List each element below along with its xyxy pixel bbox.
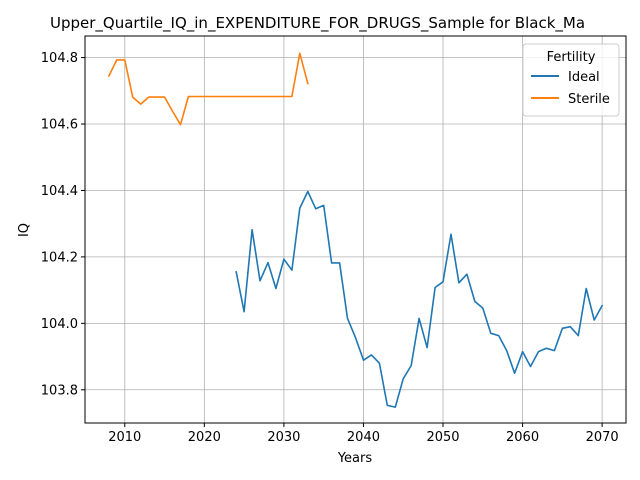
series-line-ideal <box>235 190 604 408</box>
y-tick-label: 104.4 <box>41 184 78 199</box>
legend-title: Fertility <box>547 50 596 65</box>
legend-label-ideal: Ideal <box>568 70 600 85</box>
chart-title: Upper_Quartile_IQ_in_EXPENDITURE_FOR_DRU… <box>50 14 585 33</box>
series-line-sterile <box>107 52 309 126</box>
x-tick-label: 2060 <box>506 430 539 445</box>
y-tick-label: 104.2 <box>41 250 78 265</box>
x-tick-label: 2050 <box>426 430 459 445</box>
x-axis-label: Years <box>337 451 373 466</box>
axis-ticks: 2010 2020 2030 2040 2050 2060 2070 103.8 104.0 10… <box>41 51 619 445</box>
series-lines <box>107 52 604 408</box>
x-tick-label: 2070 <box>586 430 619 445</box>
y-tick-label: 104.8 <box>41 51 78 66</box>
grid <box>85 36 626 423</box>
legend-label-sterile: Sterile <box>568 92 610 107</box>
x-tick-label: 2020 <box>188 430 221 445</box>
y-tick-label: 103.8 <box>41 383 78 398</box>
x-tick-label: 2010 <box>108 430 141 445</box>
y-tick-label: 104.0 <box>41 317 78 332</box>
legend: Fertility Ideal Sterile <box>522 43 620 117</box>
y-axis-label: IQ <box>17 223 32 237</box>
y-tick-label: 104.6 <box>41 118 78 133</box>
x-tick-label: 2040 <box>347 430 380 445</box>
x-tick-label: 2030 <box>267 430 300 445</box>
plot-frame <box>84 35 627 424</box>
